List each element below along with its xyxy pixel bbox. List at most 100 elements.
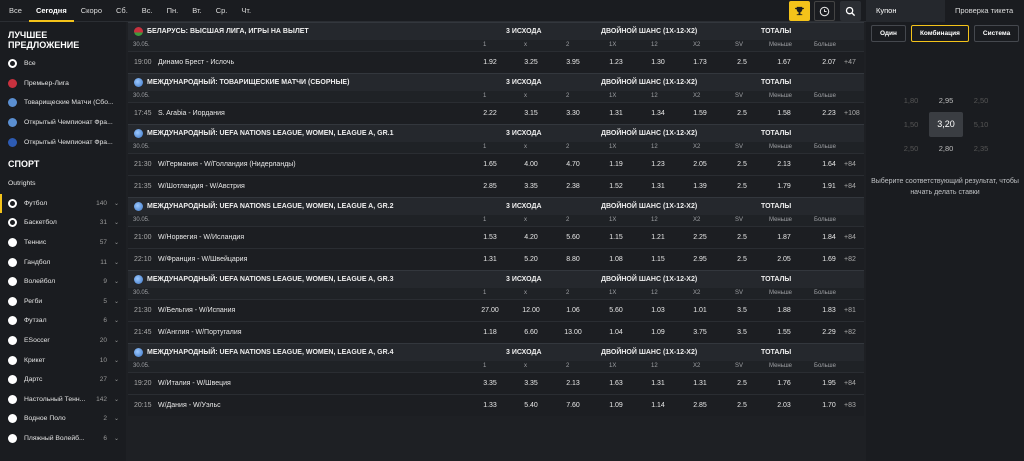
odds-cell[interactable]: 1.14 <box>651 402 665 409</box>
trophy-button[interactable] <box>789 1 810 21</box>
tab-coupon[interactable]: Купон <box>866 0 945 22</box>
odds-cell[interactable]: 1.31 <box>693 380 707 387</box>
event-teams[interactable]: W/Дания - W/Уэльс <box>158 402 221 409</box>
odds-cell[interactable]: 1.01 <box>693 307 707 314</box>
tab-ticket-check[interactable]: Проверка тикета <box>955 6 1014 15</box>
odds-cell[interactable]: 2.5 <box>737 380 747 387</box>
more-markets-link[interactable]: +84 <box>844 234 856 241</box>
league-header[interactable]: МЕЖДУНАРОДНЫЙ: ТОВАРИЩЕСКИЕ МАТЧИ (СБОРН… <box>128 73 864 91</box>
odds-cell[interactable]: 2.05 <box>777 256 791 263</box>
league-header[interactable]: МЕЖДУНАРОДНЫЙ: UEFA NATIONS LEAGUE, WOME… <box>128 343 864 361</box>
odds-cell[interactable]: 1.09 <box>609 402 623 409</box>
odds-cell[interactable]: 1.30 <box>651 59 665 66</box>
odds-cell[interactable]: 1.73 <box>693 59 707 66</box>
event-teams[interactable]: W/Франция - W/Швейцария <box>158 256 248 263</box>
league-header[interactable]: МЕЖДУНАРОДНЫЙ: UEFA NATIONS LEAGUE, WOME… <box>128 124 864 142</box>
odds-cell[interactable]: 2.29 <box>822 329 836 336</box>
odds-cell[interactable]: 6.60 <box>524 329 538 336</box>
odds-cell[interactable]: 2.05 <box>693 161 707 168</box>
odds-cell[interactable]: 3.15 <box>524 110 538 117</box>
tab-date-2[interactable]: Скоро <box>80 5 102 15</box>
sport-item-10[interactable]: Дартс 27 ⌄ <box>0 370 126 390</box>
more-markets-link[interactable]: +47 <box>844 59 856 66</box>
chevron-down-icon[interactable]: ⌄ <box>113 298 119 305</box>
more-markets-link[interactable]: +108 <box>844 110 860 117</box>
best-offer-item-4[interactable]: Открытый Чемпионат Фра... <box>0 132 126 152</box>
chevron-down-icon[interactable]: ⌄ <box>113 435 119 442</box>
odds-cell[interactable]: 1.15 <box>609 234 623 241</box>
odds-cell[interactable]: 1.31 <box>651 380 665 387</box>
mode-combination-button[interactable]: Комбинация <box>910 25 969 42</box>
event-teams[interactable]: W/Италия - W/Швеция <box>158 380 231 387</box>
tab-date-5[interactable]: Пн. <box>166 5 179 15</box>
odds-cell[interactable]: 1.09 <box>651 329 665 336</box>
mode-system-button[interactable]: Система <box>973 25 1020 42</box>
odds-cell[interactable]: 3.30 <box>566 110 580 117</box>
event-row[interactable]: 17:45 S. Arabia - Иордания 2.22 3.15 3.30 1.3… <box>128 102 864 124</box>
event-teams[interactable]: S. Arabia - Иордания <box>158 110 225 117</box>
odds-cell[interactable]: 1.55 <box>777 329 791 336</box>
odds-cell[interactable]: 4.20 <box>524 234 538 241</box>
odds-cell[interactable]: 8.80 <box>566 256 580 263</box>
odds-cell[interactable]: 1.59 <box>693 110 707 117</box>
league-header[interactable]: БЕЛАРУСЬ: ВЫСШАЯ ЛИГА, ИГРЫ НА ВЫЛЕТ 3 ИС… <box>128 22 864 40</box>
odds-cell[interactable]: 2.38 <box>566 183 580 190</box>
sport-item-12[interactable]: Водное Поло 2 ⌄ <box>0 409 126 429</box>
odds-cell[interactable]: 3.35 <box>524 380 538 387</box>
odds-cell[interactable]: 1.21 <box>651 234 665 241</box>
event-row[interactable]: 21:45 W/Англия - W/Португалия 1.18 6.60 13.0… <box>128 321 864 343</box>
odds-cell[interactable]: 3.5 <box>737 329 747 336</box>
mode-single-button[interactable]: Один <box>871 25 906 42</box>
odds-cell[interactable]: 1.84 <box>822 234 836 241</box>
odds-cell[interactable]: 2.03 <box>777 402 791 409</box>
odds-cell[interactable]: 1.79 <box>777 183 791 190</box>
odds-cell[interactable]: 2.5 <box>737 161 747 168</box>
odds-cell[interactable]: 1.87 <box>777 234 791 241</box>
chevron-down-icon[interactable]: ⌄ <box>113 240 119 247</box>
event-row[interactable]: 22:10 W/Франция - W/Швейцария 1.31 5.20 8.80… <box>128 248 864 270</box>
odds-cell[interactable]: 2.22 <box>483 110 497 117</box>
event-row[interactable]: 19:00 Динамо Брест - Ислочь 1.92 3.25 3.95 1.… <box>128 51 864 73</box>
odds-cell[interactable]: 2.5 <box>737 402 747 409</box>
odds-cell[interactable]: 1.52 <box>609 183 623 190</box>
odds-cell[interactable]: 2.5 <box>737 183 747 190</box>
live-clock-button[interactable] <box>814 1 835 21</box>
odds-cell[interactable]: 1.31 <box>651 183 665 190</box>
chevron-down-icon[interactable]: ⌄ <box>113 396 119 403</box>
odds-cell[interactable]: 27.00 <box>481 307 499 314</box>
odds-cell[interactable]: 3.35 <box>483 380 497 387</box>
odds-cell[interactable]: 1.31 <box>609 110 623 117</box>
odds-cell[interactable]: 2.13 <box>777 161 791 168</box>
odds-cell[interactable]: 5.40 <box>524 402 538 409</box>
odds-cell[interactable]: 2.85 <box>483 183 497 190</box>
tab-date-1[interactable]: Сегодня <box>28 0 74 22</box>
league-header[interactable]: МЕЖДУНАРОДНЫЙ: UEFA NATIONS LEAGUE, WOME… <box>128 197 864 215</box>
sport-item-4[interactable]: Гандбол 11 ⌄ <box>0 252 126 272</box>
odds-cell[interactable]: 1.95 <box>822 380 836 387</box>
sport-item-9[interactable]: Крикет 10 ⌄ <box>0 350 126 370</box>
sport-item-5[interactable]: Волейбол 9 ⌄ <box>0 272 126 292</box>
best-offer-item-2[interactable]: Товарищеские Матчи (Сбо... <box>0 93 126 113</box>
more-markets-link[interactable]: +81 <box>844 307 856 314</box>
odds-cell[interactable]: 2.5 <box>737 234 747 241</box>
odds-cell[interactable]: 1.53 <box>483 234 497 241</box>
odds-cell[interactable]: 1.67 <box>777 59 791 66</box>
chevron-down-icon[interactable]: ⌄ <box>113 200 119 207</box>
tab-date-7[interactable]: Ср. <box>215 5 228 15</box>
chevron-down-icon[interactable]: ⌄ <box>113 416 119 423</box>
sport-item-7[interactable]: Футзал 6 ⌄ <box>0 311 126 331</box>
event-row[interactable]: 19:20 W/Италия - W/Швеция 3.35 3.35 2.13 1.63… <box>128 372 864 394</box>
tab-date-4[interactable]: Вс. <box>141 5 153 15</box>
best-offer-item-3[interactable]: Открытый Чемпионат Фра... <box>0 113 126 133</box>
tab-date-8[interactable]: Чт. <box>241 5 252 15</box>
odds-cell[interactable]: 12.00 <box>522 307 540 314</box>
odds-cell[interactable]: 2.13 <box>566 380 580 387</box>
odds-cell[interactable]: 1.19 <box>609 161 623 168</box>
odds-cell[interactable]: 2.5 <box>737 59 747 66</box>
event-teams[interactable]: Динамо Брест - Ислочь <box>158 59 235 66</box>
chevron-down-icon[interactable]: ⌄ <box>113 338 119 345</box>
best-offer-item-1[interactable]: Премьер-Лига <box>0 74 126 94</box>
tab-date-3[interactable]: Сб. <box>116 5 128 15</box>
chevron-down-icon[interactable]: ⌄ <box>113 220 119 227</box>
odds-cell[interactable]: 1.92 <box>483 59 497 66</box>
